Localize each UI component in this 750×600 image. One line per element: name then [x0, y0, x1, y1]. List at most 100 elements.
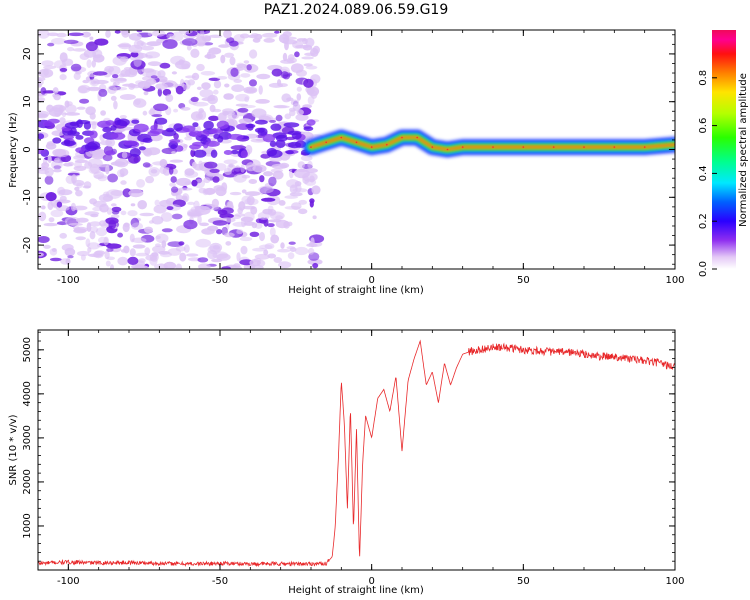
noise-speckle [121, 151, 128, 159]
noise-speckle [137, 80, 151, 89]
noise-speckle [216, 120, 229, 129]
noise-speckle [72, 179, 85, 187]
noise-speckle [162, 39, 178, 49]
noise-speckle [41, 162, 50, 169]
noise-speckle [217, 135, 224, 143]
noise-speckle [249, 49, 258, 59]
noise-speckle [57, 186, 66, 196]
noise-speckle [171, 213, 183, 220]
noise-speckle [169, 139, 181, 143]
noise-speckle [223, 93, 234, 100]
noise-speckle [98, 236, 109, 244]
noise-speckle [280, 71, 289, 79]
noise-speckle [107, 85, 117, 94]
noise-speckle [63, 162, 73, 167]
noise-speckle [69, 127, 77, 135]
noise-speckle [217, 112, 227, 122]
noise-speckle [128, 189, 144, 198]
noise-speckle [92, 71, 108, 76]
noise-speckle [130, 51, 139, 58]
noise-speckle [158, 263, 165, 269]
noise-speckle [123, 140, 138, 146]
noise-speckle [307, 247, 315, 255]
noise-speckle [170, 31, 184, 42]
noise-speckle [68, 222, 83, 226]
noise-speckle [170, 176, 177, 183]
snr-y-label: SNR (10 * v/v) [8, 414, 19, 485]
noise-speckle [246, 64, 252, 71]
noise-speckle [38, 97, 46, 102]
noise-speckle [203, 120, 214, 130]
noise-speckle [278, 261, 292, 269]
noise-speckle [105, 260, 111, 267]
noise-speckle [263, 38, 276, 43]
noise-speckle [48, 217, 55, 223]
noise-speckle [284, 113, 292, 120]
noise-speckle [70, 63, 82, 72]
y-tick-label: 1000 [22, 513, 33, 538]
noise-speckle [99, 203, 109, 213]
noise-speckle [304, 52, 315, 56]
noise-speckle [65, 258, 71, 265]
noise-speckle [93, 251, 104, 259]
noise-speckle [44, 167, 54, 177]
noise-speckle [225, 241, 232, 246]
noise-speckle [269, 119, 276, 123]
noise-speckle [248, 34, 258, 39]
noise-speckle [251, 108, 267, 118]
noise-speckle [85, 106, 96, 116]
noise-speckle [157, 87, 162, 97]
noise-speckle [236, 229, 244, 235]
noise-speckle [133, 98, 147, 108]
noise-speckle [75, 135, 84, 140]
noise-speckle [292, 103, 301, 112]
noise-speckle [40, 205, 46, 210]
noise-speckle [152, 161, 168, 166]
noise-speckle [305, 65, 318, 70]
noise-speckle [111, 210, 120, 215]
noise-speckle [64, 122, 80, 129]
y-tick-label: -20 [22, 237, 33, 253]
noise-speckle [206, 51, 211, 60]
noise-speckle [243, 221, 255, 226]
noise-speckle [221, 266, 231, 269]
noise-speckle [196, 86, 202, 91]
noise-speckle [75, 236, 86, 241]
noise-speckle [216, 229, 223, 235]
noise-speckle [263, 171, 274, 177]
ridge-core [310, 136, 675, 151]
noise-speckle [312, 215, 317, 220]
colorbar-tick-label: 0.4 [698, 165, 709, 181]
snr-y-ticks: 1000 2000 3000 4000 5000 [22, 331, 675, 571]
noise-speckle [120, 180, 127, 185]
noise-speckle [128, 44, 143, 54]
noise-speckle [135, 252, 149, 257]
noise-speckle [233, 34, 245, 43]
noise-speckle [199, 222, 210, 227]
noise-speckle [278, 200, 286, 206]
noise-speckle [264, 243, 275, 250]
noise-speckle [105, 150, 116, 156]
noise-speckle [117, 232, 123, 238]
noise-speckle [256, 73, 271, 80]
snr-series-line [38, 339, 675, 568]
noise-speckle [298, 199, 308, 205]
noise-speckle [171, 71, 177, 75]
noise-speckle [110, 264, 114, 269]
noise-speckle [47, 42, 55, 47]
noise-speckle [59, 67, 68, 72]
y-tick-label: 0 [22, 146, 33, 152]
noise-speckle [208, 129, 224, 134]
ridge-point [446, 148, 449, 151]
noise-speckle [130, 203, 136, 207]
spectrogram-x-label: Height of straight line (km) [288, 285, 424, 296]
noise-speckle [291, 202, 302, 211]
noise-speckle [241, 217, 246, 228]
x-tick-label: 50 [517, 576, 530, 587]
noise-speckle [249, 79, 257, 87]
noise-speckle [52, 137, 62, 144]
noise-speckle [147, 32, 153, 36]
x-tick-label: 100 [665, 576, 684, 587]
noise-speckle [182, 125, 196, 133]
noise-speckle [77, 85, 88, 94]
